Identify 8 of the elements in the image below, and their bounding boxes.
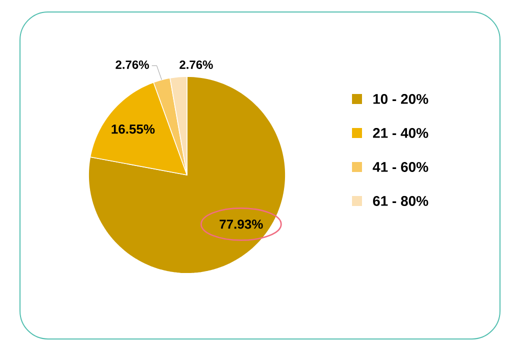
data-label: 2.76% <box>180 60 213 69</box>
legend-label: 61 - 80% <box>373 196 428 206</box>
data-label: 16.55% <box>112 124 155 134</box>
legend-label: 10 - 20% <box>373 94 428 104</box>
data-label: 77.93% <box>220 220 263 229</box>
data-label: 2.76% <box>116 60 149 69</box>
legend-label: 41 - 60% <box>372 162 428 172</box>
legend-label: 21 - 40% <box>373 128 428 138</box>
